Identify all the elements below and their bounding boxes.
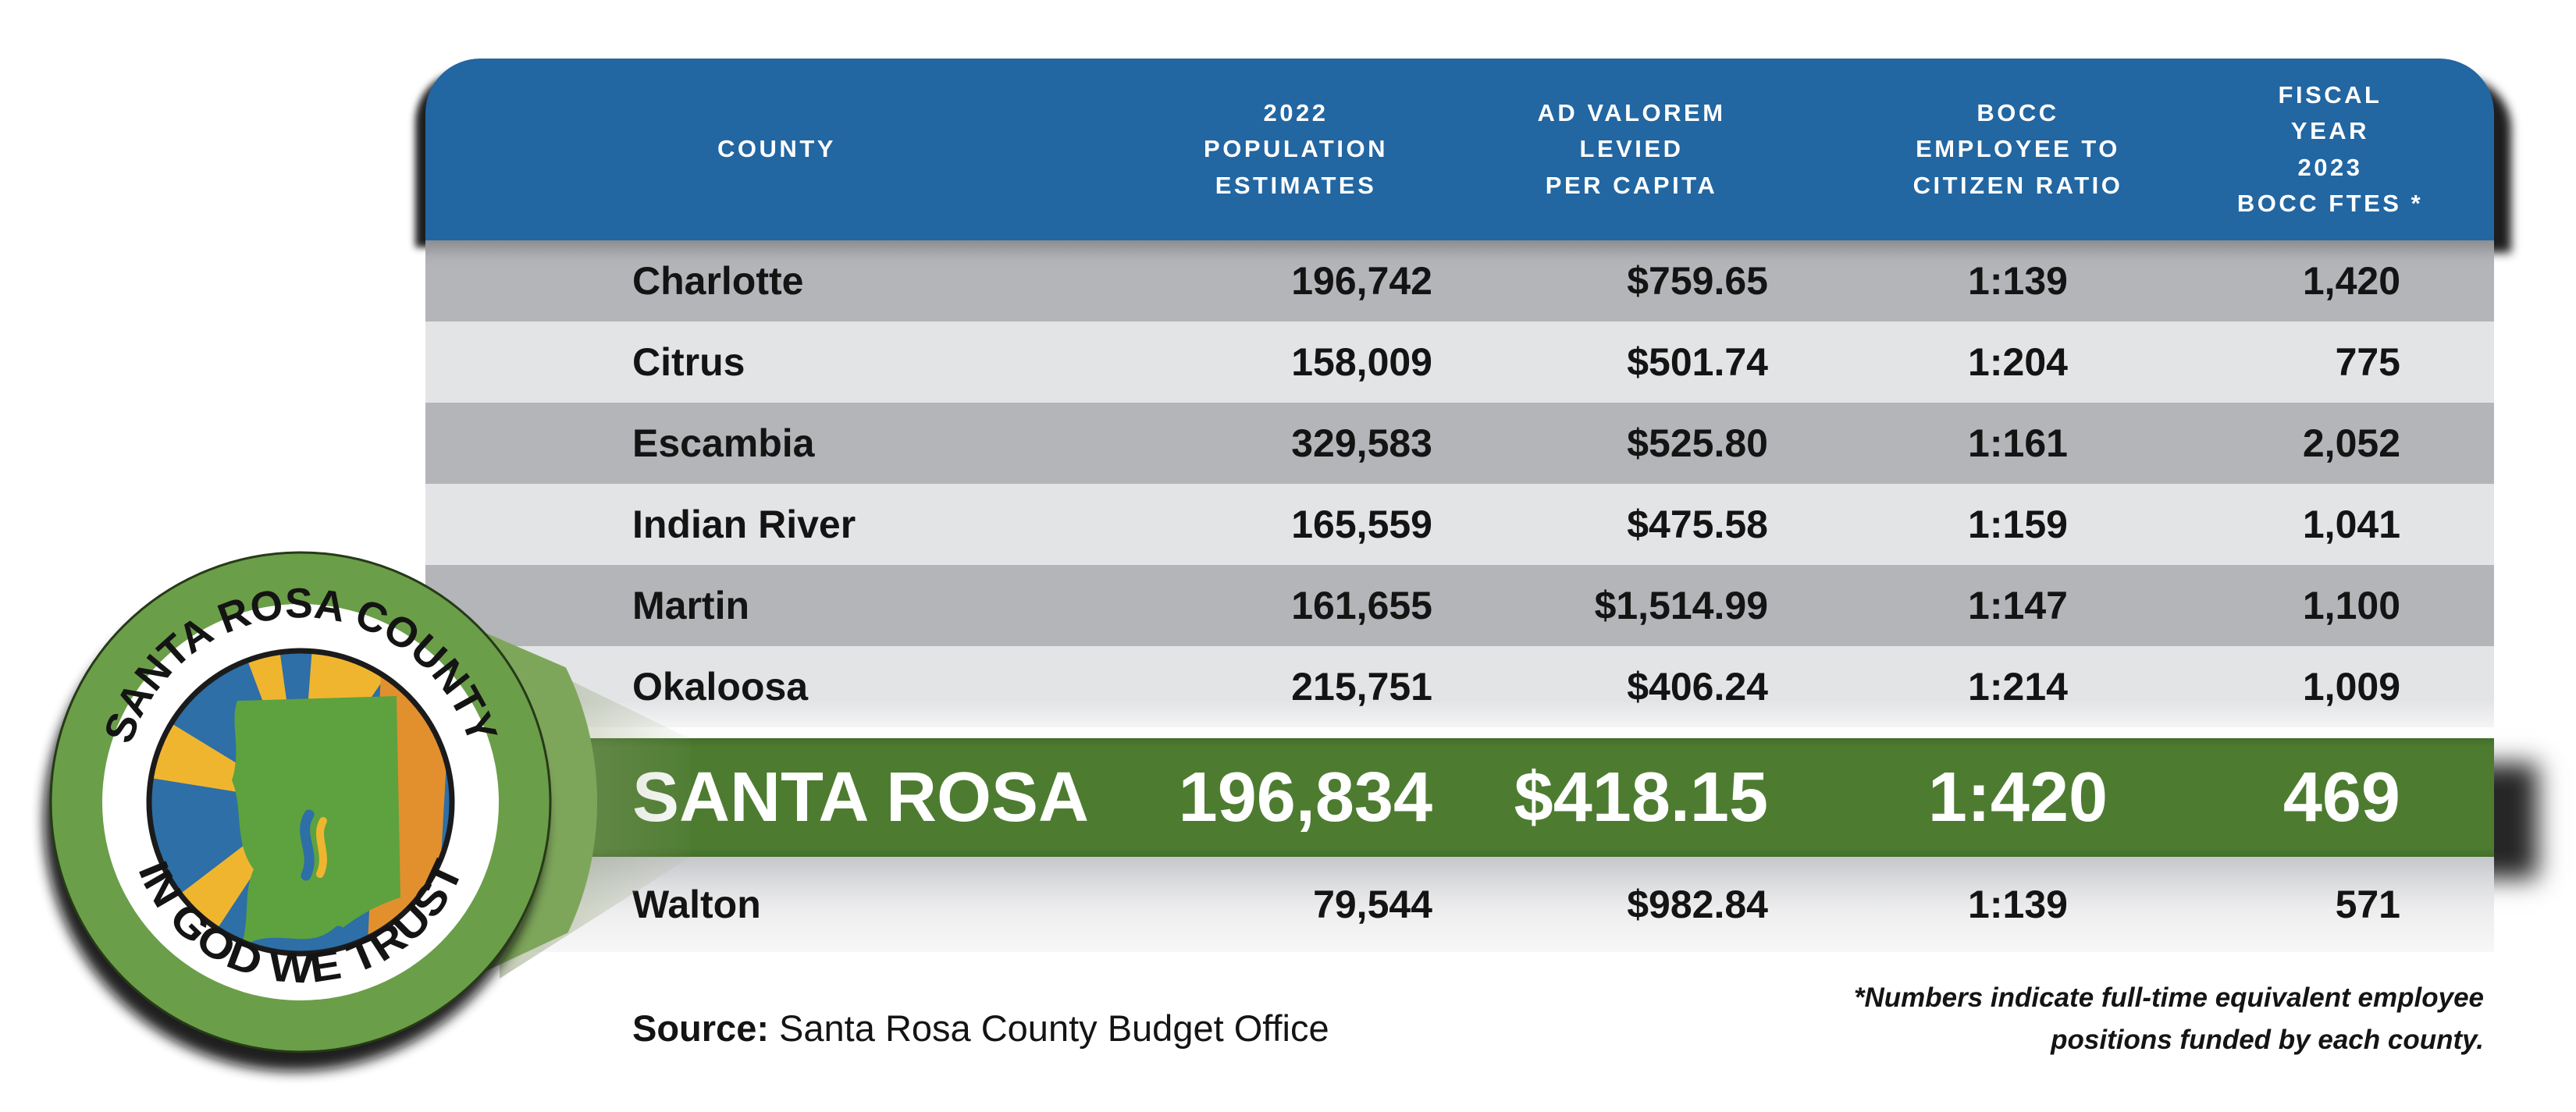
header-ad-valorem: AD VALOREM LEVIED PER CAPITA (1537, 98, 1726, 199)
seal-emblem (147, 653, 459, 1091)
population-cell: 196,742 (1291, 259, 1432, 303)
population-cell: 215,751 (1291, 665, 1432, 709)
ftes-cell: 1,009 (2302, 665, 2400, 709)
population-cell: 329,583 (1291, 421, 1432, 465)
ratio-cell: 1:139 (1968, 259, 2068, 303)
ftes-cell: 469 (2282, 758, 2400, 837)
ratio-cell: 1:139 (1968, 883, 2068, 926)
source-line: Source: Santa Rosa County Budget Office (632, 1007, 1329, 1050)
ground-icon (147, 992, 459, 1091)
county-cell: Citrus (632, 340, 745, 384)
ftes-cell: 775 (2335, 340, 2400, 384)
population-cell: 161,655 (1291, 584, 1432, 627)
seal-inner-ring-outline (146, 648, 455, 957)
table-row-santa-rosa-highlight: SANTA ROSA 196,834 $418.15 1:420 469 (425, 738, 2494, 857)
ftes-cell: 1,041 (2302, 503, 2400, 546)
source-label: Source: (632, 1007, 769, 1049)
svg-text:IN GOD WE TRUST: IN GOD WE TRUST (130, 854, 472, 993)
header-population: 2022 POPULATION ESTIMATES (1204, 98, 1388, 199)
ftes-cell: 1,100 (2302, 584, 2400, 627)
population-cell: 196,834 (1178, 758, 1432, 837)
ad-valorem-cell: $418.15 (1514, 758, 1768, 837)
ratio-cell: 1:147 (1968, 584, 2068, 627)
ftes-cell: 2,052 (2302, 421, 2400, 465)
ratio-cell: 1:420 (1927, 758, 2108, 837)
table-header-row: COUNTY 2022 POPULATION ESTIMATES AD VALO… (425, 59, 2494, 240)
ray-icon (187, 653, 301, 802)
table-row-charlotte: Charlotte 196,742 $759.65 1:139 1,420 (425, 240, 2494, 322)
ratio-cell: 1:159 (1968, 503, 2068, 546)
ray-icon (151, 701, 301, 802)
county-cell: Martin (632, 584, 749, 627)
footnote-line-2: positions funded by each county. (2051, 1025, 2484, 1056)
ftes-cell: 571 (2335, 883, 2400, 926)
river-icon (316, 817, 327, 878)
county-comparison-table: COUNTY 2022 POPULATION ESTIMATES AD VALO… (425, 59, 2494, 952)
ratio-cell: 1:214 (1968, 665, 2068, 709)
seal-bottom-text: IN GOD WE TRUST (130, 854, 472, 993)
county-cell: Okaloosa (632, 665, 809, 709)
header-ftes: FISCAL YEAR 2023 BOCC FTES * (2236, 80, 2424, 218)
county-cell: Charlotte (632, 259, 804, 303)
table-row-okaloosa: Okaloosa 215,751 $406.24 1:214 1,009 (425, 646, 2494, 727)
population-cell: 165,559 (1291, 503, 1432, 546)
ad-valorem-cell: $406.24 (1627, 665, 1768, 709)
ad-valorem-cell: $982.84 (1627, 883, 1768, 926)
county-map-icon (232, 696, 400, 951)
seal-inner-disc (149, 651, 452, 954)
ad-valorem-cell: $1,514.99 (1594, 584, 1768, 627)
river-icon (300, 809, 315, 881)
ad-valorem-cell: $759.65 (1627, 259, 1768, 303)
ratio-cell: 1:204 (1968, 340, 2068, 384)
county-cell: Indian River (632, 503, 856, 546)
population-cell: 158,009 (1291, 340, 1432, 384)
footnote-line-1: *Numbers indicate full-time equivalent e… (1853, 982, 2484, 1013)
table-row-walton: Walton 79,544 $982.84 1:139 571 (425, 857, 2494, 952)
ray-icon (151, 802, 301, 951)
county-cell: Escambia (632, 421, 815, 465)
table-row-escambia: Escambia 329,583 $525.80 1:161 2,052 (425, 403, 2494, 484)
bay-icon (233, 925, 345, 951)
ftes-cell: 1,420 (2302, 259, 2400, 303)
ratio-cell: 1:161 (1968, 421, 2068, 465)
header-ratio: BOCC EMPLOYEE TO CITIZEN RATIO (1912, 98, 2123, 199)
ad-valorem-cell: $501.74 (1627, 340, 1768, 384)
header-county: COUNTY (717, 135, 836, 163)
table-row-citrus: Citrus 158,009 $501.74 1:204 775 (425, 322, 2494, 403)
county-cell: Walton (632, 883, 761, 926)
table-row-indian-river: Indian River 165,559 $475.58 1:159 1,041 (425, 484, 2494, 565)
source-text: Santa Rosa County Budget Office (769, 1007, 1329, 1049)
ad-valorem-cell: $525.80 (1627, 421, 1768, 465)
table-row-martin: Martin 161,655 $1,514.99 1:147 1,100 (425, 565, 2494, 646)
ftes-footnote: *Numbers indicate full-time equivalent e… (1854, 977, 2484, 1062)
ad-valorem-cell: $475.58 (1627, 503, 1768, 546)
population-cell: 79,544 (1313, 883, 1432, 926)
county-cell: SANTA ROSA (632, 758, 1089, 837)
